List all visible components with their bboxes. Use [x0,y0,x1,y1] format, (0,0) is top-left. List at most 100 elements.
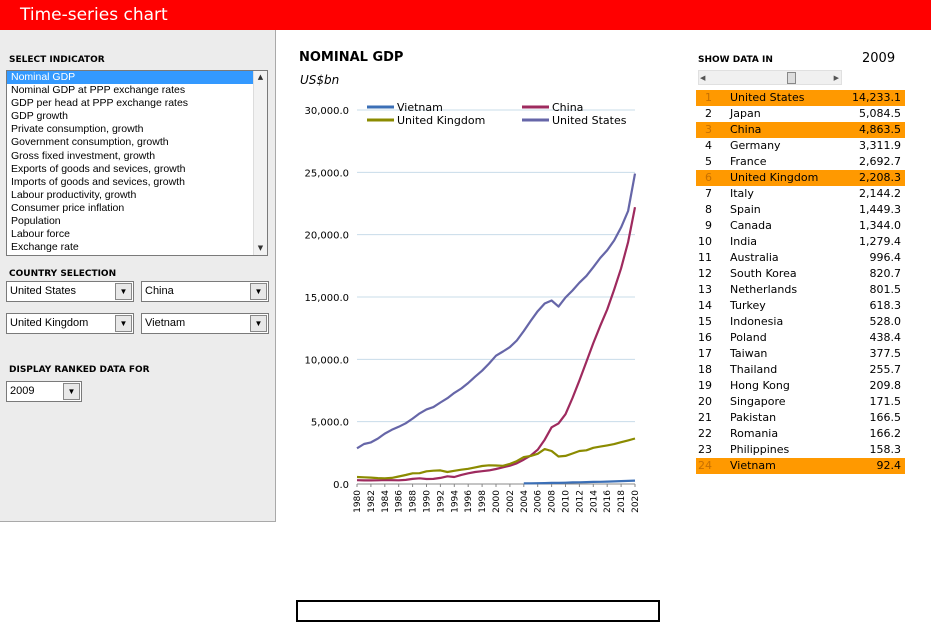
rank-cell: 3 [705,123,712,136]
indicator-option[interactable]: GDP per head at PPP exchange rates [11,97,189,110]
listbox-scrollbar[interactable]: ▲ ▼ [253,71,267,255]
value-cell: 377.5 [869,347,902,360]
series-line-china [356,206,637,482]
country2-select[interactable]: China ▼ [141,281,269,302]
y-tick-label: 20,000.0 [304,231,349,242]
country-cell: Vietnam [730,459,776,472]
arrow-left-icon[interactable]: ◀ [700,74,706,82]
indicator-option[interactable]: Government consumption, growth [11,136,169,149]
y-tick-label: 30,000.0 [304,106,349,117]
indicator-option[interactable]: Imports of goods and sevices, growth [11,175,185,188]
indicator-option[interactable]: Labour productivity, growth [11,188,137,201]
indicator-option[interactable]: Gross fixed investment, growth [11,149,156,162]
country-cell: Italy [730,187,754,200]
table-row: 3 China 4,863.5 [696,122,905,138]
table-row: 4 Germany 3,311.9 [696,138,905,154]
chevron-down-icon[interactable]: ▼ [250,283,267,300]
country-cell: Spain [730,203,761,216]
rank-cell: 18 [698,363,712,376]
rank-cell: 11 [698,251,712,264]
slider-thumb[interactable] [787,72,796,84]
value-cell: 1,344.0 [859,219,901,232]
rank-cell: 15 [698,315,712,328]
arrow-down-icon[interactable]: ▼ [257,244,264,252]
country-cell: United Kingdom [730,171,819,184]
x-tick-label: 2000 [492,490,502,513]
rank-cell: 2 [705,107,712,120]
value-cell: 2,208.3 [859,171,901,184]
value-cell: 3,311.9 [859,139,901,152]
country3-value: United Kingdom [10,317,89,329]
country-cell: India [730,235,757,248]
country4-select[interactable]: Vietnam ▼ [141,313,269,334]
value-cell: 14,233.1 [852,91,901,104]
indicator-option[interactable]: Population [11,215,61,228]
legend-entry: China [552,101,583,114]
table-row: 19 Hong Kong 209.8 [696,378,905,394]
rank-cell: 19 [698,379,712,392]
gdp-line-chart: 0.0 5,000.0 10,000.0 15,000.0 20,000.0 25,000… [304,101,641,513]
x-tick-label: 1988 [409,490,419,513]
x-tick-label: 1990 [423,490,433,513]
x-tick-label: 2016 [603,490,613,513]
control-panel: SELECT INDICATOR Nominal GDP Nominal GDP … [0,30,276,522]
x-tick-label: 2020 [631,490,641,513]
value-cell: 166.5 [869,411,902,424]
country-cell: South Korea [730,267,797,280]
indicator-option[interactable]: Exports of goods and sevices, growth [11,162,186,175]
chevron-down-icon[interactable]: ▼ [115,315,132,332]
indicator-option[interactable]: Exchange rate [11,241,79,254]
rank-cell: 17 [698,347,712,360]
x-tick-label: 1982 [367,490,377,513]
table-row: 14 Turkey 618.3 [696,298,905,314]
table-row: 10 India 1,279.4 [696,234,905,250]
x-tick-label: 1994 [450,490,460,513]
indicator-option[interactable]: Consumer price inflation [11,201,125,214]
ranking-table: 1 United States 14,233.1 2 Japan 5,084.5 3 Chin… [696,90,905,474]
table-row: 24 Vietnam 92.4 [696,458,905,474]
country-cell: China [730,123,762,136]
year-slider[interactable]: ◀ ▶ [698,70,842,85]
rank-cell: 1 [705,91,712,104]
rank-cell: 23 [698,443,712,456]
value-cell: 1,279.4 [859,235,901,248]
country-selection-label: COUNTRY SELECTION [9,269,117,279]
table-row: 23 Philippines 158.3 [696,442,905,458]
indicator-option[interactable]: Labour force [11,228,70,241]
legend-entry: Vietnam [397,101,443,114]
country-cell: Australia [730,251,779,264]
empty-text-box[interactable] [296,600,660,622]
country1-select[interactable]: United States ▼ [6,281,134,302]
rank-cell: 24 [698,459,712,472]
indicator-option[interactable]: GDP growth [11,110,68,123]
rank-cell: 4 [705,139,712,152]
arrow-up-icon[interactable]: ▲ [257,73,264,81]
value-cell: 171.5 [869,395,902,408]
indicator-option[interactable]: Nominal GDP [7,71,253,85]
arrow-right-icon[interactable]: ▶ [833,74,839,82]
indicator-list: Nominal GDP Nominal GDP at PPP exchange r… [7,71,253,254]
y-tick-label: 10,000.0 [304,355,349,366]
country3-select[interactable]: United Kingdom ▼ [6,313,134,334]
table-row: 7 Italy 2,144.2 [696,186,905,202]
table-row: 9 Canada 1,344.0 [696,218,905,234]
chevron-down-icon[interactable]: ▼ [115,283,132,300]
indicator-option[interactable]: Private consumption, growth [11,123,144,136]
ranked-year-select[interactable]: 2009 ▼ [6,381,82,402]
value-cell: 2,692.7 [859,155,901,168]
country-cell: Thailand [730,363,778,376]
x-tick-label: 2012 [575,490,585,513]
indicator-listbox[interactable]: Nominal GDP Nominal GDP at PPP exchange r… [6,70,268,256]
country-cell: Canada [730,219,772,232]
value-cell: 92.4 [876,459,902,472]
indicator-option[interactable]: Nominal GDP at PPP exchange rates [11,84,186,97]
chevron-down-icon[interactable]: ▼ [63,383,80,400]
show-data-year: 2009 [862,51,896,66]
country-cell: United States [730,91,805,104]
rank-cell: 20 [698,395,712,408]
chevron-down-icon[interactable]: ▼ [250,315,267,332]
value-cell: 820.7 [869,267,902,280]
x-tick-label: 2004 [520,490,530,513]
table-row: 18 Thailand 255.7 [696,362,905,378]
